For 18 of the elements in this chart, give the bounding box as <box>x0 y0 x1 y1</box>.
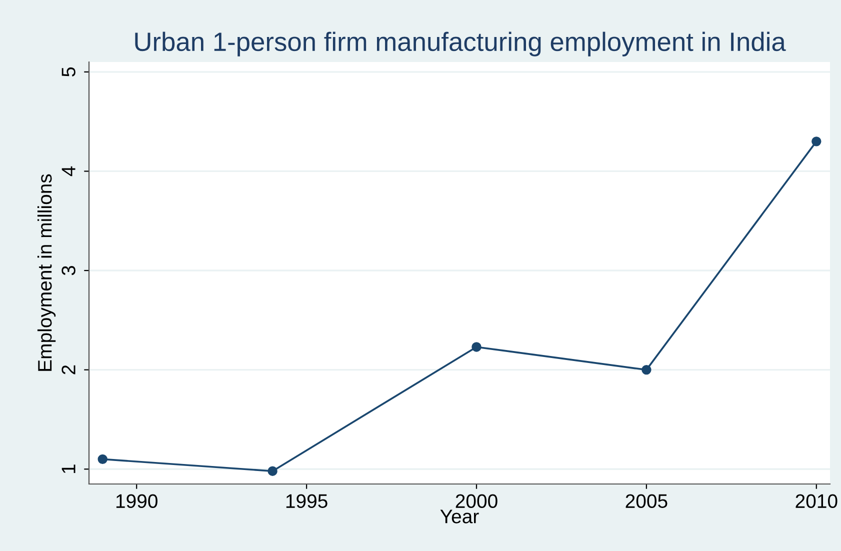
x-tick-label: 2010 <box>796 494 838 508</box>
point <box>812 136 822 146</box>
y-axis-title: Employment in millions <box>37 174 56 371</box>
x-tick-label: 1995 <box>286 494 328 508</box>
chart-title: Urban 1-person firm manufacturing employment in India <box>135 32 786 56</box>
point <box>642 364 652 375</box>
x-tick-label: 2000 <box>456 494 498 508</box>
x-axis-title: Year <box>440 510 479 524</box>
y-tick-label: 1 <box>62 464 76 474</box>
point <box>98 454 108 464</box>
x-tick-label: 1990 <box>116 494 158 508</box>
y-tick-label: 4 <box>62 166 76 176</box>
y-tick-label: 3 <box>62 266 76 276</box>
point <box>472 342 482 352</box>
point <box>268 466 278 476</box>
x-tick-label: 2005 <box>626 494 668 508</box>
y-tick-label: 2 <box>62 365 76 374</box>
y-tick-label: 5 <box>62 67 76 77</box>
